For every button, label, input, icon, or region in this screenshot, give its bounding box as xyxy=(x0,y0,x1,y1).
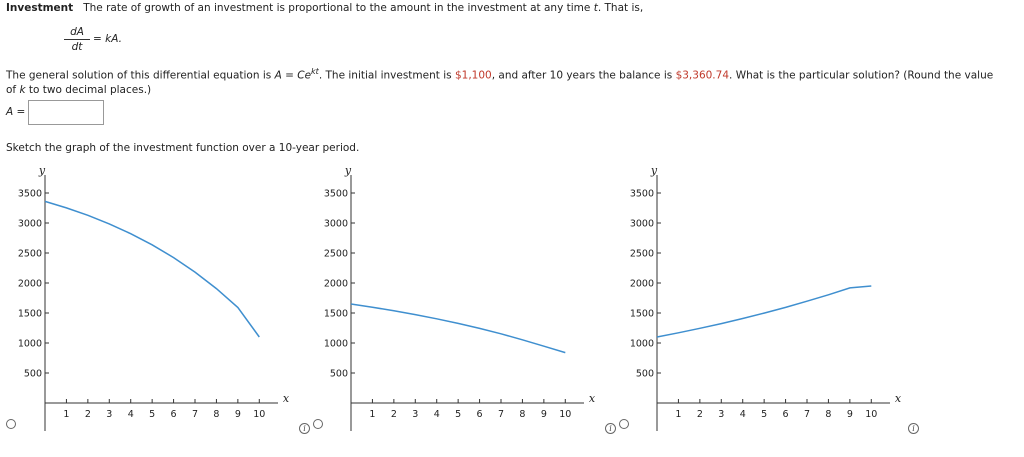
x-tick-label: 7 xyxy=(804,409,810,420)
question-pre: . What is the particular solution? (Roun… xyxy=(6,69,994,96)
x-tick-label: 4 xyxy=(434,409,440,420)
y-tick-label: 2000 xyxy=(630,279,654,290)
x-tick-label: 8 xyxy=(519,409,525,420)
final-amount: $3,360.74 xyxy=(675,69,730,82)
fraction-bar xyxy=(64,39,90,40)
question-post: to two decimal places.) xyxy=(25,83,152,96)
series-line xyxy=(656,285,872,338)
answer-label: A = xyxy=(6,106,25,118)
intro-var: t xyxy=(593,2,598,14)
y-tick-label: 1500 xyxy=(324,309,348,320)
equation-fraction: dA dt xyxy=(64,26,90,53)
x-tick-label: 5 xyxy=(455,409,461,420)
y-tick-label: 500 xyxy=(636,369,654,380)
y-tick-label: 1000 xyxy=(18,339,42,350)
y-tick-label: 1500 xyxy=(630,309,654,320)
eq-denominator: dt xyxy=(71,41,83,53)
x-tick-label: 6 xyxy=(783,409,789,420)
series-line xyxy=(350,303,566,354)
x-tick-label: 10 xyxy=(253,409,265,420)
y-tick-label: 1500 xyxy=(18,309,42,320)
general-solution-text: The general solution of this differentia… xyxy=(6,65,1006,97)
answer-input[interactable] xyxy=(28,100,104,125)
equation-rhs: = kA. xyxy=(93,33,122,45)
question-var: k xyxy=(19,83,26,96)
y-tick-label: 2000 xyxy=(18,279,42,290)
answer-label-eq: = xyxy=(13,106,26,118)
x-tick-label: 10 xyxy=(559,409,571,420)
y-tick-label: 3500 xyxy=(630,189,654,200)
after-text: , and after 10 years the balance is xyxy=(491,69,676,82)
y-tick-label: 3000 xyxy=(630,219,654,230)
general-c: Ce xyxy=(297,69,312,82)
x-tick-label: 6 xyxy=(171,409,177,420)
graph-option-1-radio[interactable] xyxy=(6,419,16,429)
graph-option-3[interactable]: y x 500 1000 1500 2000 2500 3000 3500 1 2 3 4 5 6 7 8 9 10 xyxy=(612,160,912,432)
info-icon[interactable]: i xyxy=(908,423,919,434)
x-tick-label: 5 xyxy=(761,409,767,420)
y-tick-label: 2500 xyxy=(630,249,654,260)
y-axis-label: y xyxy=(650,164,658,177)
x-axis-label: x xyxy=(589,392,596,405)
answer-label-var: A xyxy=(6,106,14,118)
info-icon[interactable]: i xyxy=(299,423,310,434)
graph-option-3-radio[interactable] xyxy=(619,419,629,429)
graph-option-2-radio[interactable] xyxy=(313,419,323,429)
y-tick-label: 1000 xyxy=(630,339,654,350)
x-tick-label: 2 xyxy=(391,409,397,420)
graph-option-1[interactable]: y x 500 1000 1500 2000 2500 3000 3500 1 2 3 4 5 6 7 8 9 10 xyxy=(0,160,300,432)
general-mid: . The initial investment is xyxy=(318,69,455,82)
x-tick-label: 7 xyxy=(192,409,198,420)
x-tick-label: 1 xyxy=(675,409,681,420)
x-tick-label: 1 xyxy=(369,409,375,420)
x-tick-label: 4 xyxy=(128,409,134,420)
y-tick-label: 2500 xyxy=(324,249,348,260)
x-tick-label: 6 xyxy=(477,409,483,420)
sketch-prompt: Sketch the graph of the investment funct… xyxy=(6,142,360,154)
general-eq: = xyxy=(281,69,298,82)
general-exp: kt xyxy=(311,67,319,76)
graph-option-2[interactable]: y x 500 1000 1500 2000 2500 3000 3500 1 2 3 4 5 6 7 8 9 10 xyxy=(306,160,606,432)
x-tick-label: 3 xyxy=(412,409,418,420)
y-tick-label: 3500 xyxy=(18,189,42,200)
general-lhs: A xyxy=(274,69,282,82)
intro-post: . That is, xyxy=(597,2,644,14)
problem-heading: Investment xyxy=(6,2,74,14)
y-axis-label: y xyxy=(38,164,46,177)
x-tick-label: 10 xyxy=(865,409,877,420)
x-tick-label: 1 xyxy=(63,409,69,420)
x-tick-label: 5 xyxy=(149,409,155,420)
x-tick-label: 9 xyxy=(235,409,241,420)
y-tick-label: 500 xyxy=(330,369,348,380)
x-tick-label: 2 xyxy=(85,409,91,420)
intro-text: The rate of growth of an investment is p… xyxy=(83,2,594,14)
x-tick-label: 4 xyxy=(740,409,746,420)
x-tick-label: 3 xyxy=(106,409,112,420)
x-tick-label: 9 xyxy=(847,409,853,420)
x-axis-label: x xyxy=(895,392,902,405)
x-tick-label: 8 xyxy=(213,409,219,420)
y-axis-label: y xyxy=(344,164,352,177)
x-tick-label: 3 xyxy=(718,409,724,420)
x-tick-label: 9 xyxy=(541,409,547,420)
y-tick-label: 500 xyxy=(24,369,42,380)
y-tick-label: 3000 xyxy=(18,219,42,230)
problem-intro: Investment The rate of growth of an inve… xyxy=(6,2,643,14)
x-tick-label: 8 xyxy=(825,409,831,420)
x-axis-label: x xyxy=(283,392,290,405)
initial-amount: $1,100 xyxy=(454,69,492,82)
eq-numerator: dA xyxy=(70,26,84,38)
y-tick-label: 1000 xyxy=(324,339,348,350)
y-tick-label: 2500 xyxy=(18,249,42,260)
y-tick-label: 3500 xyxy=(324,189,348,200)
general-pre: The general solution of this differentia… xyxy=(6,69,275,82)
x-tick-label: 7 xyxy=(498,409,504,420)
info-icon[interactable]: i xyxy=(605,423,616,434)
series-line xyxy=(44,200,260,338)
x-tick-label: 2 xyxy=(697,409,703,420)
y-tick-label: 3000 xyxy=(324,219,348,230)
y-tick-label: 2000 xyxy=(324,279,348,290)
